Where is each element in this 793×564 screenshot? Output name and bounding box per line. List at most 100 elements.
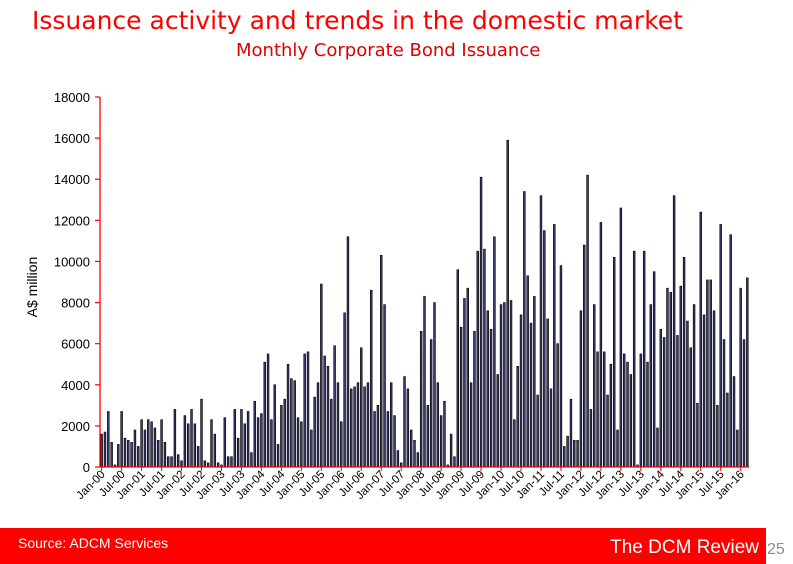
bar: [469, 382, 473, 468]
bar: [476, 250, 479, 468]
bar: [443, 400, 446, 468]
bar: [246, 411, 250, 468]
bar: [603, 351, 606, 468]
bar: [173, 409, 177, 468]
brand-name: The DCM Review: [610, 537, 759, 558]
bar: [459, 326, 463, 468]
bar-series: [100, 139, 749, 468]
bar: [612, 257, 616, 468]
bar: [236, 437, 240, 468]
bar: [449, 433, 453, 468]
bar: [313, 396, 316, 468]
bar: [549, 388, 553, 468]
bar: [323, 355, 326, 468]
bar: [559, 265, 563, 468]
bar: [103, 431, 107, 468]
bar: [576, 439, 579, 468]
bar: [293, 380, 296, 468]
bar: [742, 339, 746, 468]
page-number: 25: [767, 541, 785, 558]
y-tick-label: 6000: [61, 337, 90, 352]
bar: [157, 439, 160, 468]
bar: [433, 302, 436, 468]
bar: [196, 446, 200, 468]
chart-title: Monthly Corporate Bond Issuance: [236, 40, 541, 61]
bar: [190, 409, 193, 468]
bar: [280, 405, 283, 468]
y-tick-label: 4000: [61, 378, 90, 393]
bar: [330, 398, 333, 468]
bar: [389, 382, 393, 468]
bar: [579, 310, 583, 468]
bar: [143, 429, 147, 468]
y-tick-labels: 0 2000 4000 6000 8000 10000 12000 14000 16000 180…: [54, 90, 90, 475]
bar: [589, 409, 593, 468]
bar: [556, 343, 559, 468]
bar: [543, 230, 546, 468]
bar: [453, 456, 456, 468]
bar: [376, 405, 380, 468]
bar: [463, 298, 466, 468]
bar: [569, 398, 573, 468]
bar: [553, 224, 556, 468]
bar: [110, 442, 113, 468]
bar: [672, 195, 676, 468]
bar: [416, 452, 420, 468]
bar: [193, 423, 197, 468]
bar: [150, 421, 153, 468]
bar: [632, 250, 636, 468]
bar: [363, 386, 366, 468]
bar: [230, 456, 233, 468]
bar: [529, 322, 533, 468]
bar: [563, 446, 566, 468]
bar: [596, 351, 599, 468]
bar: [746, 277, 749, 468]
bar: [479, 176, 483, 468]
bar: [692, 304, 696, 468]
bar: [429, 339, 433, 468]
bar: [203, 460, 207, 468]
bar: [616, 429, 619, 468]
bar: [456, 269, 459, 468]
bar: [186, 423, 190, 468]
bar: [303, 353, 306, 468]
bar: [709, 279, 712, 468]
bar: [523, 191, 526, 468]
y-tick-label: 12000: [54, 213, 90, 228]
bar: [699, 211, 702, 468]
bar: [133, 429, 137, 468]
bar: [533, 296, 536, 468]
footer-bar: [0, 528, 766, 564]
bar: [290, 378, 293, 468]
bar: [366, 382, 370, 468]
bar: [496, 374, 499, 468]
bar: [489, 328, 493, 468]
bar: [513, 419, 516, 468]
bar: [403, 376, 406, 468]
bar: [439, 415, 443, 468]
bar: [127, 439, 130, 468]
bar: [123, 437, 127, 468]
bar: [333, 345, 336, 468]
bar: [396, 450, 400, 468]
bar: [167, 456, 170, 468]
bar: [326, 365, 330, 468]
bar: [413, 439, 416, 468]
y-tick-label: 8000: [61, 296, 90, 311]
bar: [340, 421, 343, 468]
bar: [343, 312, 346, 468]
bar: [336, 382, 340, 468]
bar: [702, 314, 706, 468]
bar: [519, 314, 523, 468]
bar: [626, 361, 629, 468]
bar: [300, 421, 303, 468]
bar: [622, 353, 626, 468]
bar: [499, 304, 503, 468]
bar: [160, 419, 163, 468]
bar: [599, 222, 603, 468]
x-tick-labels: Jan-00Jul-00Jan-01Jul-01Jan-02Jul-02Jan-…: [74, 467, 747, 502]
bar: [619, 207, 623, 468]
bar: [180, 460, 183, 468]
bar: [726, 392, 729, 468]
bar: [629, 374, 633, 468]
